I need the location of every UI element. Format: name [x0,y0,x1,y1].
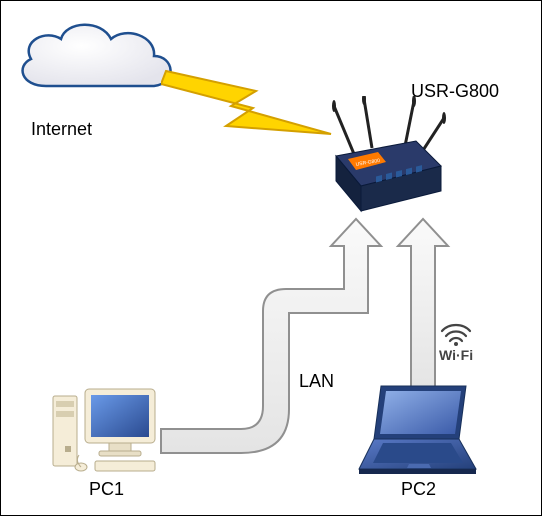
wifi-label: Wi·Fi [439,347,473,363]
pc2-icon [351,381,481,476]
pc1-icon [51,381,171,476]
router-label: USR-G800 [411,81,499,102]
pc2-label: PC2 [401,479,436,500]
internet-label: Internet [31,119,92,140]
lan-label: LAN [299,371,334,392]
pc1-label: PC1 [89,479,124,500]
diagram-canvas: USR-G800 [0,0,542,516]
wifi-icon [439,321,473,347]
